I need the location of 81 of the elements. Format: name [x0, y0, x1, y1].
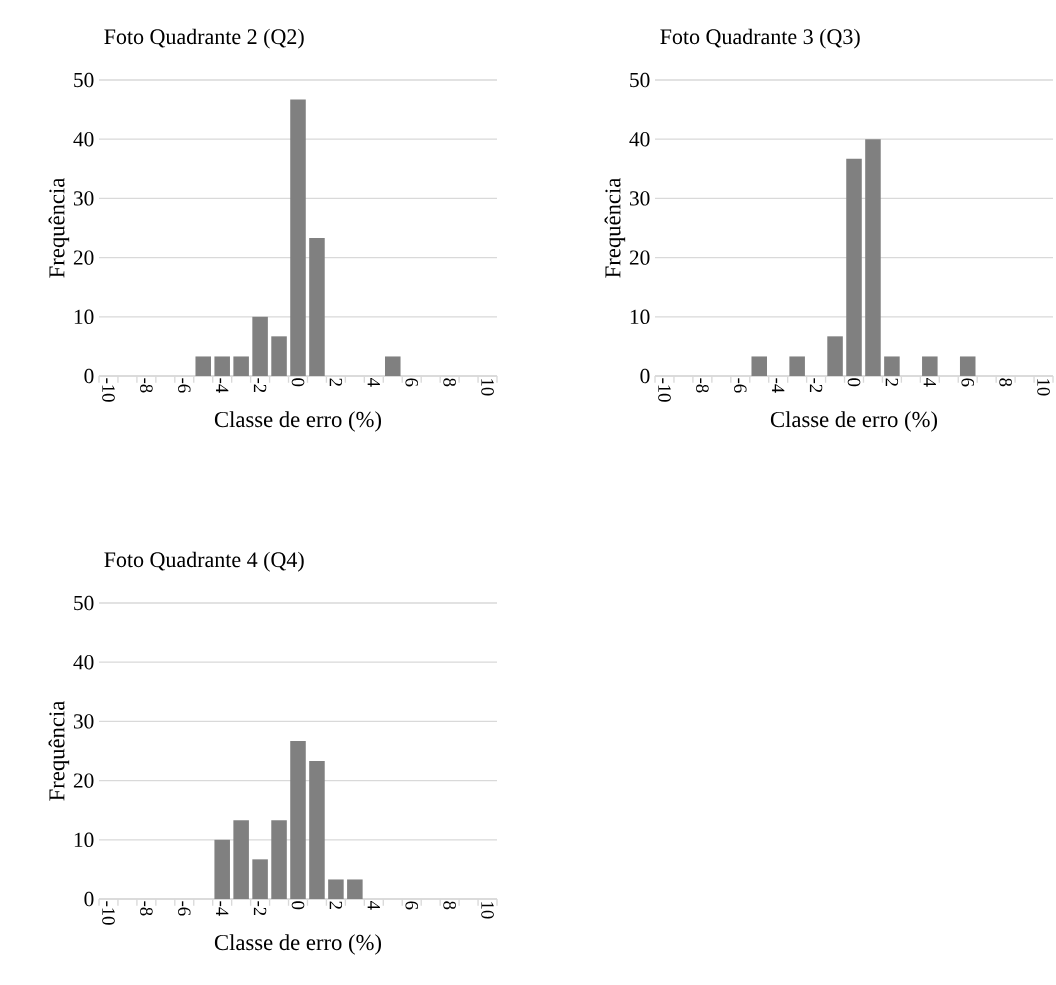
- bar: [959, 356, 976, 376]
- x-tick-label: 6: [405, 901, 418, 910]
- bar: [195, 356, 212, 376]
- x-tick-label: 4: [367, 900, 380, 910]
- bar: [846, 158, 862, 376]
- x-axis-title: Classe de erro (%): [214, 934, 382, 955]
- x-tick-label: 8: [443, 901, 456, 910]
- y-axis-title: Frequência: [48, 700, 70, 801]
- y-tick-label: 50: [74, 595, 94, 611]
- bar: [328, 879, 344, 899]
- bar: [252, 859, 268, 899]
- bar: [347, 879, 363, 899]
- chart-title: Foto Quadrante 3 (Q3): [660, 28, 860, 49]
- x-tick-label: -2: [809, 378, 823, 393]
- y-tick-label: 40: [629, 132, 650, 147]
- bar: [290, 740, 306, 899]
- x-tick-label: 2: [329, 901, 343, 909]
- bar: [309, 761, 325, 899]
- x-tick-label: 8: [443, 378, 456, 387]
- x-axis-title: Classe de erro (%): [214, 411, 382, 432]
- y-tick-label: 40: [73, 132, 94, 147]
- chart-title: Foto Quadrante 4 (Q4): [104, 551, 304, 572]
- x-tick-label: -10: [102, 901, 115, 925]
- x-tick-label: 10: [1037, 379, 1050, 396]
- x-tick-label: -6: [734, 378, 747, 393]
- x-axis-title: Classe de erro (%): [770, 411, 938, 432]
- bar: [271, 820, 287, 899]
- x-tick-label: -2: [253, 378, 267, 393]
- x-tick-label: -6: [178, 901, 191, 916]
- y-tick-label: 10: [630, 309, 650, 324]
- x-tick-label: 8: [999, 378, 1012, 387]
- x-tick-label: 0: [291, 378, 305, 387]
- x-tick-label: 2: [329, 378, 343, 386]
- x-tick-label: 10: [481, 379, 494, 396]
- y-tick-label: 40: [73, 655, 94, 670]
- bar: [271, 336, 287, 376]
- y-tick-label: 30: [73, 191, 94, 206]
- x-tick-label: 0: [291, 901, 305, 910]
- x-tick-label: -4: [216, 901, 229, 916]
- bar: [751, 356, 768, 376]
- x-tick-label: -4: [216, 378, 229, 393]
- bar: [865, 139, 881, 376]
- y-axis-title: Frequência: [48, 177, 70, 278]
- y-tick-label: 20: [629, 250, 650, 265]
- bar: [922, 356, 938, 376]
- y-tick-label: 10: [74, 832, 94, 847]
- bar: [884, 356, 900, 376]
- x-tick-label: -8: [140, 378, 153, 393]
- x-tick-label: 6: [961, 378, 974, 387]
- y-tick-label: 30: [629, 191, 650, 206]
- y-tick-label: 10: [74, 309, 94, 324]
- x-tick-label: 2: [885, 378, 899, 386]
- bar: [252, 316, 268, 376]
- x-tick-label: -10: [102, 378, 115, 402]
- x-tick-label: -8: [140, 901, 153, 916]
- y-tick-label: 20: [73, 773, 94, 788]
- x-tick-label: 4: [923, 377, 936, 387]
- bar: [233, 356, 249, 376]
- bar: [309, 238, 325, 376]
- bar: [385, 356, 401, 376]
- x-tick-label: 4: [367, 377, 380, 387]
- bar: [789, 356, 805, 376]
- y-tick-label: 50: [630, 72, 650, 88]
- y-tick-label: 50: [74, 72, 94, 88]
- y-tick-label: 30: [73, 714, 94, 729]
- y-tick-label: 20: [73, 250, 94, 265]
- bar: [214, 839, 230, 899]
- x-tick-label: -8: [696, 378, 709, 393]
- bar: [214, 356, 230, 376]
- bar: [827, 336, 843, 376]
- bar: [290, 99, 306, 376]
- x-tick-label: -2: [253, 901, 267, 916]
- x-tick-label: -4: [772, 378, 785, 393]
- x-tick-label: 10: [481, 902, 494, 919]
- chart-title: Foto Quadrante 2 (Q2): [104, 28, 304, 49]
- bar: [233, 820, 249, 899]
- x-tick-label: 0: [847, 378, 861, 387]
- x-tick-label: -10: [658, 378, 671, 402]
- y-axis-title: Frequência: [604, 177, 626, 278]
- x-tick-label: -6: [178, 378, 191, 393]
- x-tick-label: 6: [405, 378, 418, 387]
